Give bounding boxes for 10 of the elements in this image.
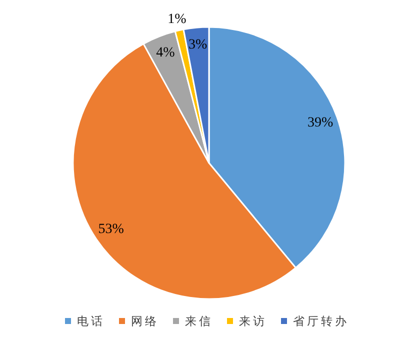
data-label: 39% [307,115,334,130]
data-label: 53% [98,222,124,238]
data-label: 4% [156,45,176,60]
legend-label: 来访 [239,314,267,328]
legend-label: 来信 [185,314,213,328]
legend-label: 网络 [131,314,159,328]
legend-label: 电话 [77,314,105,328]
data-label: 3% [188,38,208,53]
legend-label: 省厅转办 [293,314,349,328]
data-label: 1% [168,12,187,28]
